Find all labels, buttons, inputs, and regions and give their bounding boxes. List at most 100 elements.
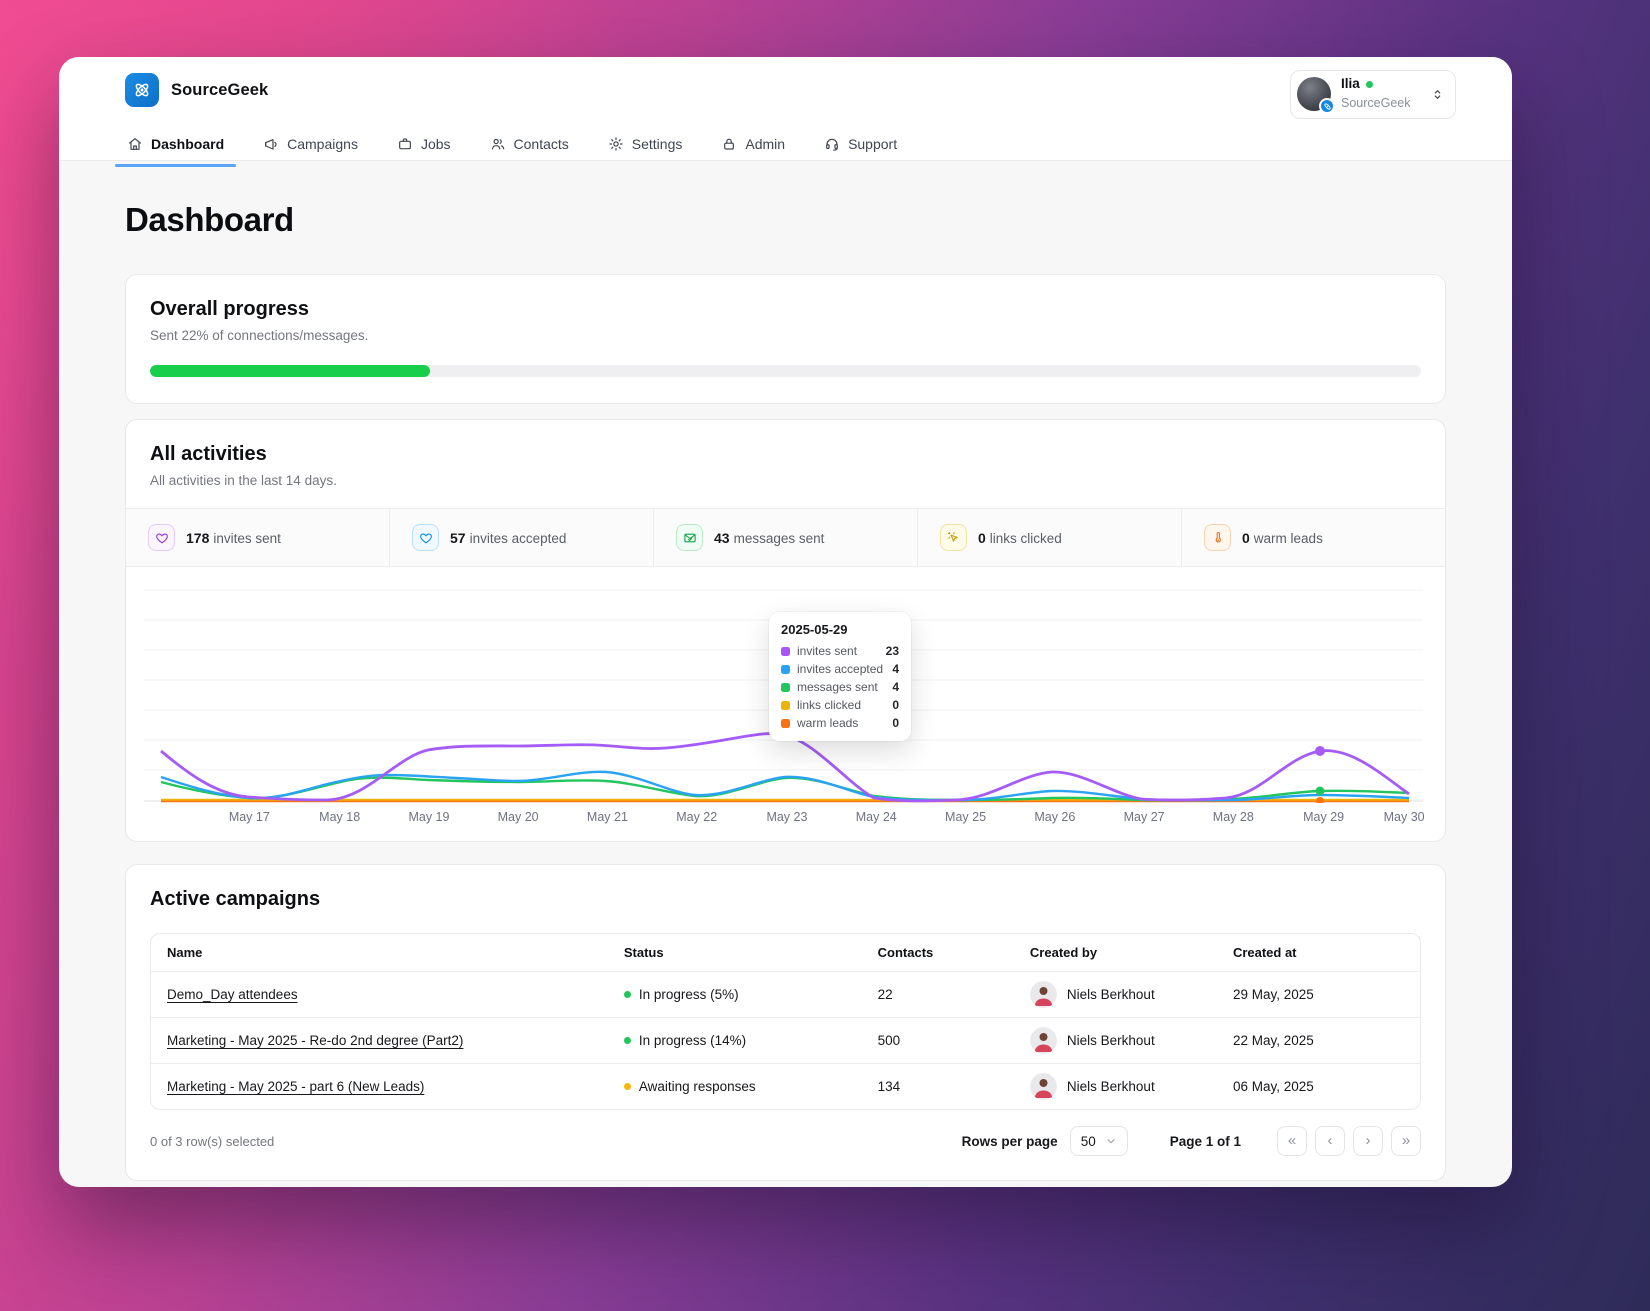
tooltip-value: 4 — [892, 680, 899, 694]
tab-label: Contacts — [513, 135, 569, 152]
series-swatch — [781, 664, 790, 674]
campaign-link[interactable]: Marketing - May 2025 - part 6 (New Leads… — [167, 1079, 425, 1094]
first-page-button[interactable]: « — [1277, 1126, 1307, 1156]
active-campaigns-card: Active campaigns Name Status Contacts Cr… — [125, 864, 1446, 1181]
status-text: In progress (5%) — [638, 987, 739, 1002]
users-icon — [490, 136, 506, 152]
stat-messages-sent: 43 messages sent — [654, 509, 918, 566]
series-swatch — [781, 718, 790, 728]
lock-icon — [721, 136, 737, 152]
column-header-created-by[interactable]: Created by — [1013, 934, 1217, 972]
tab-label: Campaigns — [287, 135, 358, 152]
user-menu[interactable]: Ilia SourceGeek — [1290, 70, 1456, 119]
main-nav: Dashboard Campaigns Jobs Contacts — [114, 128, 1456, 167]
prev-page-button[interactable]: ‹ — [1315, 1126, 1345, 1156]
status-dot — [623, 1083, 631, 1090]
tab-label: Jobs — [420, 135, 451, 152]
overall-progress-subtitle: Sent 22% of connections/messages. — [150, 328, 369, 343]
stat-warm-leads: 0 warm leads — [1182, 509, 1445, 566]
series-swatch — [781, 646, 790, 656]
tab-label: Settings — [631, 135, 683, 152]
column-header-name[interactable]: Name — [151, 934, 608, 972]
next-page-button[interactable]: › — [1353, 1126, 1383, 1156]
created-by-name: Niels Berkhout — [1066, 1033, 1155, 1048]
status-dot — [623, 1037, 631, 1044]
created-at-date: 29 May, 2025 — [1216, 971, 1420, 1018]
heart-hands-icon — [412, 524, 439, 551]
stat-value: 43 — [714, 529, 730, 546]
tab-dashboard[interactable]: Dashboard — [114, 128, 237, 167]
contacts-count: 134 — [877, 1079, 901, 1094]
avatar — [1029, 1073, 1057, 1100]
tab-label: Admin — [745, 135, 786, 152]
all-activities-card: All activities All activities in the las… — [125, 419, 1446, 842]
avatar — [1029, 981, 1057, 1008]
sourcegeek-logo-icon — [125, 73, 159, 107]
overall-progress-title: Overall progress — [150, 298, 309, 320]
tooltip-value: 4 — [892, 662, 899, 676]
campaign-link[interactable]: Marketing - May 2025 - Re-do 2nd degree … — [167, 1033, 464, 1048]
user-company: SourceGeek — [1341, 95, 1411, 110]
contacts-count: 500 — [861, 1017, 1014, 1064]
tooltip-label: invites accepted — [797, 662, 884, 676]
column-header-status[interactable]: Status — [607, 934, 862, 972]
tooltip-label: warm leads — [797, 716, 859, 730]
tab-jobs[interactable]: Jobs — [395, 128, 453, 166]
activities-title: All activities — [150, 443, 267, 465]
brand-name: SourceGeek — [171, 80, 269, 99]
stat-invites-accepted: 57 invites accepted — [390, 509, 654, 566]
chart-tooltip: 2025-05-29 invites sent 23 invites accept… — [769, 612, 911, 741]
last-page-button[interactable]: » — [1391, 1126, 1421, 1156]
series-swatch — [781, 682, 790, 692]
rows-per-page-value: 50 — [1080, 1133, 1096, 1149]
column-header-created-at[interactable]: Created at — [1216, 934, 1420, 972]
overall-progress-card: Overall progress Sent 22% of connections… — [125, 274, 1446, 404]
warm-leads-point — [1316, 797, 1324, 803]
tab-contacts[interactable]: Contacts — [488, 128, 571, 166]
activity-stats-row: 178 invites sent 57 invites accepted 43 mes… — [126, 508, 1445, 567]
campaigns-title: Active campaigns — [150, 888, 321, 910]
activity-chart[interactable]: 2025-05-29 invites sent 23 invites accept… — [126, 567, 1445, 831]
table-row[interactable]: Marketing - May 2025 - Re-do 2nd degree … — [151, 1017, 1420, 1064]
user-name: Ilia — [1341, 76, 1360, 91]
created-by-name: Niels Berkhout — [1066, 1079, 1155, 1094]
status-text: In progress (14%) — [638, 1033, 747, 1048]
contacts-count: 22 — [861, 971, 1014, 1018]
rows-per-page-select[interactable]: 50 — [1069, 1126, 1128, 1156]
x-axis-labels: May 17 May 18 May 19 May 20 May 21 May 2… — [228, 810, 1425, 824]
stat-value: 178 — [186, 529, 210, 546]
invites-sent-point — [1315, 746, 1325, 756]
user-avatar — [1297, 77, 1335, 115]
status-dot — [623, 991, 631, 998]
series-swatch — [781, 700, 790, 710]
stat-links-clicked: 0 links clicked — [918, 509, 1182, 566]
tooltip-value: 23 — [885, 644, 899, 658]
campaign-link[interactable]: Demo_Day attendees — [167, 987, 298, 1002]
campaigns-table: Name Status Contacts Created by Created … — [150, 933, 1421, 1110]
heart-hands-icon — [148, 524, 175, 551]
tooltip-date: 2025-05-29 — [781, 622, 848, 637]
brand[interactable]: SourceGeek — [125, 73, 268, 107]
stat-label: invites accepted — [469, 530, 567, 546]
headset-icon — [824, 136, 840, 152]
table-row[interactable]: Marketing - May 2025 - part 6 (New Leads… — [151, 1064, 1420, 1110]
briefcase-icon — [397, 136, 413, 152]
tab-settings[interactable]: Settings — [606, 128, 685, 166]
cursor-click-icon — [940, 524, 967, 551]
chevron-down-icon — [1105, 1135, 1117, 1147]
created-by-name: Niels Berkhout — [1066, 987, 1155, 1002]
tab-support[interactable]: Support — [822, 128, 899, 166]
tab-campaigns[interactable]: Campaigns — [261, 128, 360, 166]
column-header-contacts[interactable]: Contacts — [861, 934, 1014, 972]
table-row[interactable]: Demo_Day attendees In progress (5%) 22 N… — [151, 971, 1420, 1018]
app-header: SourceGeek Ilia SourceGeek — [59, 57, 1512, 167]
created-at-date: 06 May, 2025 — [1232, 1079, 1314, 1094]
tab-label: Dashboard — [151, 135, 225, 152]
stat-label: messages sent — [733, 530, 825, 546]
chevron-updown-icon — [1430, 87, 1445, 102]
stat-label: links clicked — [989, 530, 1062, 546]
thermometer-icon — [1204, 524, 1231, 551]
page-title: Dashboard — [125, 201, 294, 238]
stat-invites-sent: 178 invites sent — [126, 509, 390, 566]
tab-admin[interactable]: Admin — [719, 128, 787, 166]
